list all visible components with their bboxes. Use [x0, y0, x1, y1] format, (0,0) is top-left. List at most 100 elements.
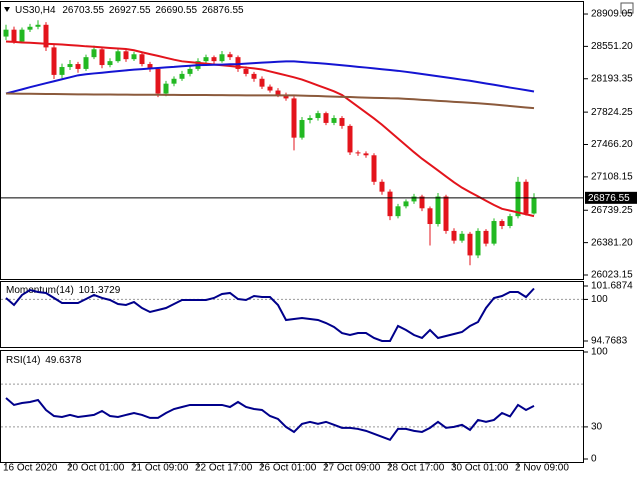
candle-body: [371, 155, 377, 182]
price-pane: [0, 1, 584, 280]
y-tick-label: 100: [591, 347, 608, 358]
candle-body: [451, 230, 457, 241]
candle-body: [515, 181, 521, 217]
x-tick-label: 28 Oct 17:00: [387, 463, 445, 474]
candle-body: [435, 196, 441, 225]
x-tick-label: 30 Oct 01:00: [451, 463, 509, 474]
candle-body: [115, 51, 121, 62]
x-tick-label: 27 Oct 09:00: [323, 463, 381, 474]
candle-body: [267, 86, 273, 91]
y-tick-label: 27824.25: [591, 107, 633, 118]
candle-body: [315, 113, 321, 119]
candle-body: [483, 230, 489, 244]
candle-body: [163, 83, 169, 94]
candle-body: [339, 118, 345, 126]
y-tick-label: 26023.15: [591, 270, 633, 281]
y-tick-label: 26739.25: [591, 205, 633, 216]
candle-body: [355, 152, 361, 154]
current-price-label: 26876.55: [588, 193, 630, 204]
candle-body: [235, 57, 241, 69]
momentum-header: Momentum(14) 101.3729: [6, 285, 121, 296]
candle-body: [251, 73, 257, 79]
chart-icon[interactable]: [620, 2, 634, 14]
menu-arrow[interactable]: [4, 7, 10, 12]
candle-body: [179, 73, 185, 79]
candle-body: [19, 29, 25, 42]
candle-body: [123, 51, 129, 60]
candle-body: [43, 24, 49, 48]
candle-body: [203, 57, 209, 62]
candle-body: [147, 64, 153, 69]
y-tick-label: 0: [591, 454, 597, 465]
indicator-name: RSI(14): [6, 355, 40, 366]
candle-body: [171, 78, 177, 84]
y-tick-label: 27108.15: [591, 172, 633, 183]
candle-body: [507, 216, 513, 227]
y-tick-label: 28909.05: [591, 9, 633, 20]
symbol: US30,H4: [15, 5, 56, 16]
current-price-box: [585, 191, 637, 204]
candle-body: [411, 196, 417, 202]
candle-body: [531, 197, 537, 214]
x-tick-label: 26 Oct 01:00: [259, 463, 317, 474]
candle-body: [331, 118, 337, 123]
x-tick-label: 20 Oct 01:00: [67, 463, 125, 474]
y-tick-label: 28551.20: [591, 41, 633, 52]
candle-body: [67, 64, 73, 68]
low-value: 26690.55: [155, 5, 197, 16]
candle-body: [467, 233, 473, 256]
x-tick-label: 22 Oct 17:00: [195, 463, 253, 474]
candle-body: [395, 206, 401, 217]
indicator-line: [5, 287, 535, 342]
candle-body: [187, 68, 193, 74]
candle-body: [11, 29, 17, 42]
candle-body: [427, 208, 433, 225]
x-tick-label: 16 Oct 2020: [3, 463, 58, 474]
candle-body: [227, 54, 233, 58]
high-value: 26927.55: [109, 5, 151, 16]
candle-body: [419, 196, 425, 209]
indicator-value: 101.3729: [79, 285, 121, 296]
candle-body: [347, 125, 353, 153]
candle-body: [219, 54, 225, 62]
candle-body: [107, 61, 113, 66]
candle-body: [275, 90, 281, 95]
candle-body: [59, 67, 65, 75]
y-tick-label: 27466.20: [591, 139, 633, 150]
candle-body: [363, 153, 369, 156]
candle-body: [499, 221, 505, 227]
candle-body: [139, 54, 145, 65]
candle-body: [35, 24, 41, 27]
x-tick-label: 2 Nov 09:00: [515, 463, 569, 474]
y-tick-label: 100: [591, 294, 608, 305]
candle-body: [459, 233, 465, 241]
candle-body: [131, 54, 137, 60]
candle-body: [291, 98, 297, 138]
indicator-line: [5, 397, 535, 442]
candle-body: [475, 230, 481, 256]
y-tick-label: 101.6874: [591, 281, 633, 292]
candle-body: [283, 94, 289, 99]
candle-body: [307, 118, 313, 121]
y-tick-label: 26381.20: [591, 237, 633, 248]
candle-body: [51, 47, 57, 75]
candle-body: [259, 78, 265, 87]
candle-body: [3, 29, 9, 37]
candle-body: [75, 64, 81, 69]
indicator-line: [5, 60, 535, 95]
y-tick-label: 28193.35: [591, 73, 633, 84]
candle-body: [27, 26, 33, 30]
momentum-pane: [0, 281, 584, 348]
y-tick-label: 94.7683: [591, 336, 628, 347]
candle-body: [155, 68, 161, 94]
candle-body: [299, 120, 305, 138]
candle-body: [491, 221, 497, 244]
chart-header: US30,H4 26703.55 26927.55 26690.55 26876…: [15, 5, 244, 16]
candle-body: [83, 57, 89, 69]
close-value: 26876.55: [202, 5, 244, 16]
candle-body: [323, 113, 329, 123]
y-tick-label: 30: [591, 422, 603, 433]
rsi-header: RSI(14) 49.6378: [6, 355, 82, 366]
